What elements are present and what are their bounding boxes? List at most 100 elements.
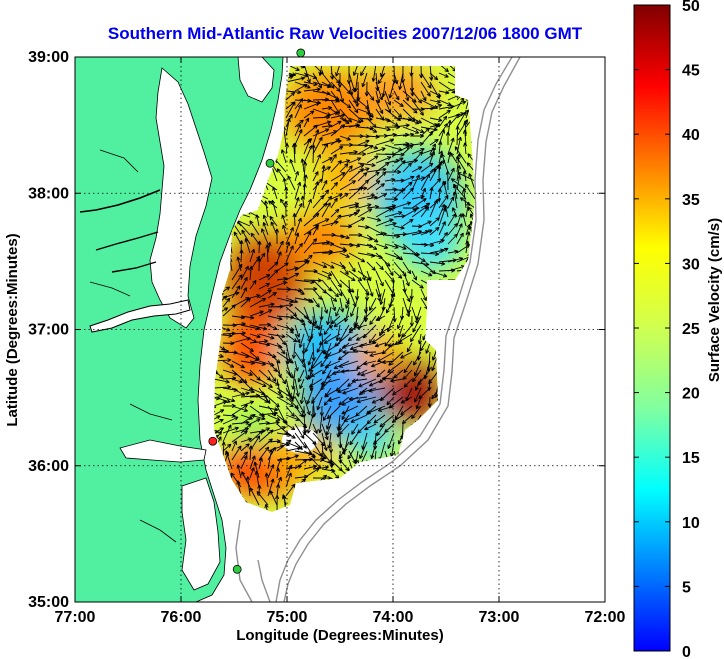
velocity-arrow xyxy=(325,414,332,430)
velocity-arrow xyxy=(402,288,411,303)
velocity-arrow xyxy=(231,378,243,384)
velocity-arrow xyxy=(321,423,329,441)
colorbar-tick-label: 10 xyxy=(682,515,700,532)
rappahannock-river xyxy=(95,231,159,251)
velocity-arrow xyxy=(411,174,420,191)
velocity-arrow xyxy=(240,287,248,299)
velocity-arrow xyxy=(393,188,404,200)
velocity-arrow xyxy=(244,238,251,254)
velocity-arrow xyxy=(345,297,350,309)
velocity-arrow xyxy=(303,198,312,218)
velocity-arrow xyxy=(348,164,365,173)
y-tick-label: 38:00 xyxy=(28,185,69,202)
velocity-arrow xyxy=(291,387,296,400)
velocity-arrow xyxy=(303,297,314,303)
velocity-arrow xyxy=(321,105,333,111)
velocity-arrow xyxy=(249,414,266,421)
velocity-arrow xyxy=(303,124,319,137)
velocity-arrow xyxy=(321,261,335,269)
velocity-arrow xyxy=(312,154,321,173)
velocity-arrow xyxy=(258,289,272,299)
velocity-arrow xyxy=(270,221,278,236)
velocity-arrow xyxy=(366,216,382,222)
velocity-arrow xyxy=(384,152,405,157)
velocity-arrow xyxy=(411,166,423,173)
velocity-arrow xyxy=(456,153,461,173)
velocity-arrow xyxy=(294,202,303,218)
velocity-arrow xyxy=(330,81,341,92)
velocity-arrow xyxy=(456,232,464,245)
velocity-arrow xyxy=(411,279,424,289)
velocity-arrow xyxy=(303,66,311,84)
velocity-arrow xyxy=(411,151,424,164)
station-marker xyxy=(232,564,242,574)
velocity-arrow xyxy=(249,248,256,263)
velocity-arrow xyxy=(249,394,269,399)
velocity-arrow xyxy=(267,478,275,497)
velocity-arrow xyxy=(388,351,404,366)
velocity-arrow xyxy=(402,270,410,287)
velocity-arrow xyxy=(285,369,295,379)
velocity-arrow xyxy=(294,170,300,182)
velocity-arrow xyxy=(294,423,305,439)
velocity-arrow xyxy=(447,100,467,110)
velocity-arrow xyxy=(393,157,404,164)
velocity-arrow xyxy=(291,342,296,359)
velocity-arrow xyxy=(236,256,242,272)
velocity-arrow xyxy=(356,369,368,376)
velocity-arrow xyxy=(358,342,377,348)
colorbar-gradient xyxy=(633,4,671,652)
velocity-arrow xyxy=(318,414,323,434)
velocity-arrow xyxy=(330,138,340,146)
velocity-arrow xyxy=(420,187,426,200)
velocity-arrow xyxy=(267,269,279,281)
velocity-arrow xyxy=(321,179,328,191)
velocity-arrow xyxy=(280,198,287,209)
velocity-arrow xyxy=(411,369,422,383)
velocity-arrow xyxy=(380,324,395,334)
velocity-arrow xyxy=(240,423,252,434)
velocity-arrow xyxy=(267,261,279,272)
velocity-arrow xyxy=(366,261,376,271)
velocity-arrow xyxy=(338,351,350,361)
velocity-arrow xyxy=(280,149,287,164)
velocity-arrow xyxy=(249,487,260,506)
velocity-arrow xyxy=(294,72,309,78)
velocity-arrow xyxy=(312,129,320,146)
velocity-arrow xyxy=(420,220,432,227)
velocity-arrow xyxy=(312,128,330,137)
velocity-arrow xyxy=(222,304,236,317)
velocity-arrow xyxy=(348,90,357,104)
velocity-arrow xyxy=(308,360,323,372)
velocity-arrow xyxy=(335,324,341,342)
velocity-arrow xyxy=(393,123,410,128)
velocity-arrow xyxy=(222,360,235,368)
radar-stations xyxy=(208,48,306,574)
velocity-arrow xyxy=(406,342,413,353)
velocity-arrow xyxy=(447,222,458,236)
velocity-arrow xyxy=(341,405,359,415)
velocity-arrow xyxy=(312,181,319,200)
velocity-arrow xyxy=(256,490,269,506)
velocity-arrow xyxy=(294,260,310,272)
velocity-arrow xyxy=(351,423,359,435)
velocity-arrow xyxy=(366,147,386,155)
velocity-arrow xyxy=(285,245,294,263)
velocity-arrow xyxy=(366,279,374,297)
velocity-arrow xyxy=(379,66,386,78)
velocity-arrow xyxy=(393,160,406,173)
velocity-arrow xyxy=(348,168,364,182)
velocity-arrow xyxy=(402,144,414,155)
x-tick-label: 76:00 xyxy=(161,609,202,626)
velocity-arrow xyxy=(413,351,422,366)
velocity-arrow xyxy=(384,204,397,209)
velocity-arrow xyxy=(330,270,342,288)
velocity-arrow xyxy=(321,143,328,155)
velocity-arrow xyxy=(283,201,289,218)
velocity-arrow xyxy=(411,148,425,155)
velocity-arrow xyxy=(366,234,379,243)
velocity-arrow xyxy=(306,414,314,434)
velocity-arrow xyxy=(429,217,440,227)
velocity-arrow xyxy=(368,333,377,344)
velocity-arrow xyxy=(250,232,260,245)
